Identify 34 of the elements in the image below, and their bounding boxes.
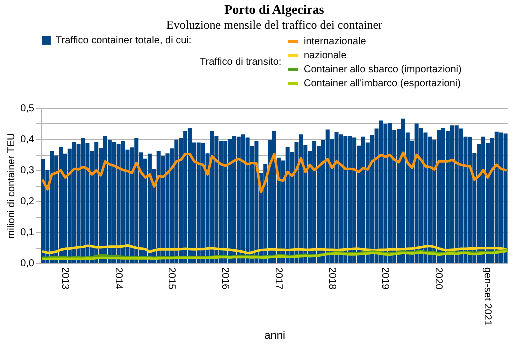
x-axis-title: anni [264,330,286,342]
x-tick-label: 2018 [326,268,338,290]
legend-label: internazionale [304,36,367,48]
bar [81,138,86,263]
bar [121,141,126,263]
bar [459,128,464,263]
x-tick-label: 2019 [380,268,391,290]
chart-title: Porto di Algeciras [224,2,324,17]
y-tick-label: 0,5 [20,104,35,114]
x-tick-label: 2015 [166,268,178,290]
legend-label: nazionale [304,50,348,62]
y-tick-label: 0,0 [20,258,35,270]
x-tick-label: 2020 [433,268,444,290]
bar [41,159,46,263]
legend-label: Traffico container totale, di cui: [56,36,192,46]
bar [339,134,344,263]
y-tick-label: 0,4 [20,134,35,146]
y-axis-title: milioni di container TEU [6,133,18,239]
y-tick-label: 0,3 [20,166,35,176]
chart-subtitle: Evoluzione mensile del traffico dei container [166,18,383,32]
legend-title: Traffico di transito: [200,57,282,68]
legend-label: Container all'imbarco (esportazioni) [304,78,461,90]
bar [504,134,508,263]
x-tick-label: 2017 [272,268,284,290]
x-tick-label: 2013 [59,268,70,290]
legend-label: Container allo sbarco (importazioni) [304,64,462,76]
bar [379,120,384,263]
x-tick-label: gen-set 2021 [482,268,493,326]
x-tick-label: 2014 [112,268,124,290]
x-tick-label: 2016 [220,268,231,290]
y-tick-label: 0,2 [20,196,35,208]
bar [334,132,339,263]
y-tick-label: 0,1 [20,228,35,238]
bar [419,128,424,263]
